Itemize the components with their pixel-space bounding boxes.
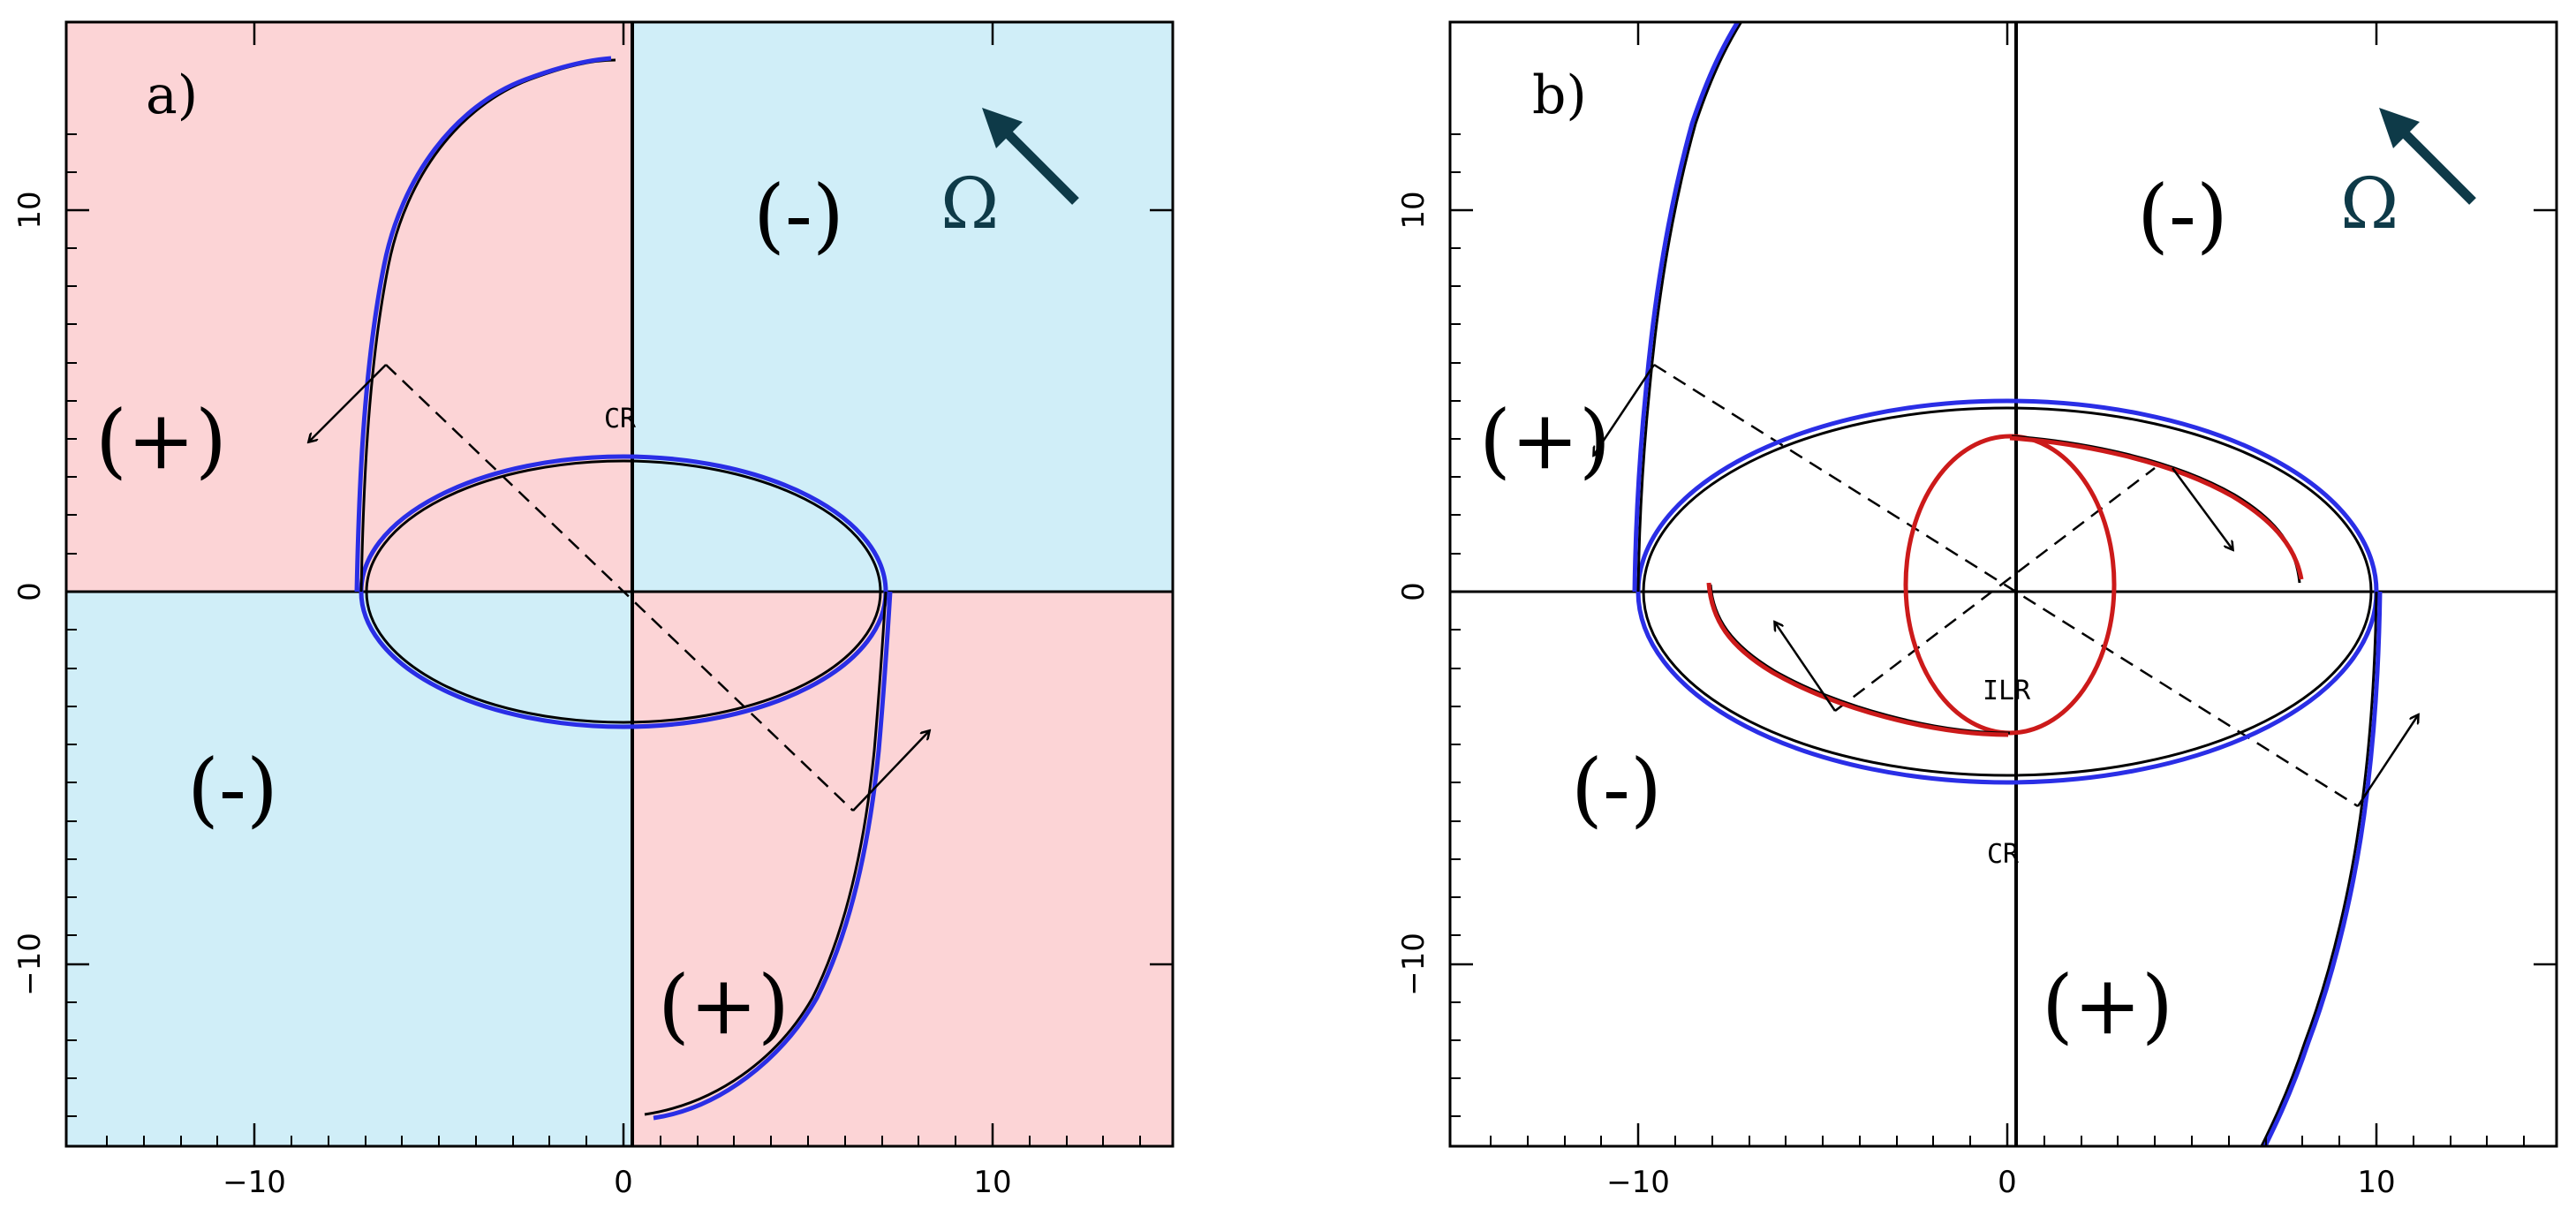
x-tick-label: −10: [223, 1165, 286, 1200]
panel-a: −10 0 10 10 0 −10 a) (+) (-) (-) (+) Ω C…: [12, 20, 1175, 1200]
y-tick-label: 10: [1396, 191, 1432, 229]
spiral-arm-upper-blue: [354, 56, 612, 593]
quadrant-upper-left: [66, 22, 632, 592]
panel-label: b): [1532, 64, 1587, 126]
inner-arm-left-red: [1706, 582, 2009, 737]
x-tick-label: 0: [614, 1165, 633, 1200]
x-tick-label: 0: [1998, 1165, 2017, 1200]
plot-frame: [1448, 20, 2558, 1148]
rotation-arrowhead-icon: [2379, 108, 2420, 148]
sign-lower-right: (+): [2042, 958, 2173, 1053]
dashed-line: [385, 364, 854, 812]
spiral-arm-upper: [1636, 22, 1743, 593]
quadrant-lower-right: [632, 592, 1173, 1146]
force-arrow-upper: [309, 364, 387, 442]
spiral-arm-lower: [644, 591, 888, 1116]
dashed-line: [1834, 467, 2156, 712]
sign-upper-left: (+): [95, 393, 227, 487]
x-tick-label: 10: [2357, 1165, 2395, 1200]
plot-frame: [64, 20, 1175, 1148]
sign-upper-right: (-): [753, 168, 844, 262]
cr-label: CR: [1987, 839, 2020, 870]
y-tick-label: 0: [12, 582, 48, 601]
omega-label: Ω: [2340, 162, 2398, 245]
rotation-arrow-icon: [999, 125, 1079, 205]
omega-label: Ω: [941, 162, 999, 245]
x-tick-label: −10: [1606, 1165, 1670, 1200]
cr-label: CR: [604, 404, 637, 434]
panel-b: −10 0 10 10 0 −10 b) (+) (-) (-) (+) Ω C…: [1396, 20, 2558, 1200]
quadrant-lower-left: [66, 592, 632, 1146]
sign-upper-left: (+): [1479, 393, 1611, 487]
spiral-arm-lower-blue: [653, 591, 893, 1121]
spiral-arm-upper-blue: [1632, 22, 1741, 593]
force-arrow-upper-left: [1594, 364, 1656, 455]
y-tick-label: −10: [1396, 933, 1432, 996]
force-arrow-inner-right: [2171, 467, 2232, 549]
spiral-arm-lower-blue: [2262, 591, 2383, 1146]
sign-lower-left: (-): [187, 742, 278, 836]
y-tick-label: −10: [12, 933, 48, 996]
spiral-arm-lower: [2260, 591, 2378, 1146]
force-arrow-lower: [852, 731, 929, 812]
dashed-line: [1653, 363, 2359, 808]
y-tick-label: 10: [12, 191, 48, 229]
panel-label: a): [146, 64, 198, 126]
sign-lower-left: (-): [1571, 742, 1662, 836]
sign-upper-right: (-): [2137, 168, 2228, 262]
x-tick-label: 10: [973, 1165, 1011, 1200]
quadrant-upper-right: [632, 22, 1173, 592]
force-arrow-inner-left: [1775, 623, 1837, 712]
cr-ellipse-black: [365, 459, 882, 724]
ilr-label: ILR: [1983, 676, 2031, 706]
y-tick-label: 0: [1396, 582, 1432, 601]
force-arrow-lower-right: [2356, 715, 2418, 807]
rotation-arrowhead-icon: [982, 108, 1023, 148]
sign-lower-right: (+): [658, 958, 789, 1053]
cr-ellipse-black: [1642, 406, 2373, 777]
rotation-arrow-icon: [2396, 125, 2476, 205]
inner-arm-right-red: [2009, 435, 2304, 580]
